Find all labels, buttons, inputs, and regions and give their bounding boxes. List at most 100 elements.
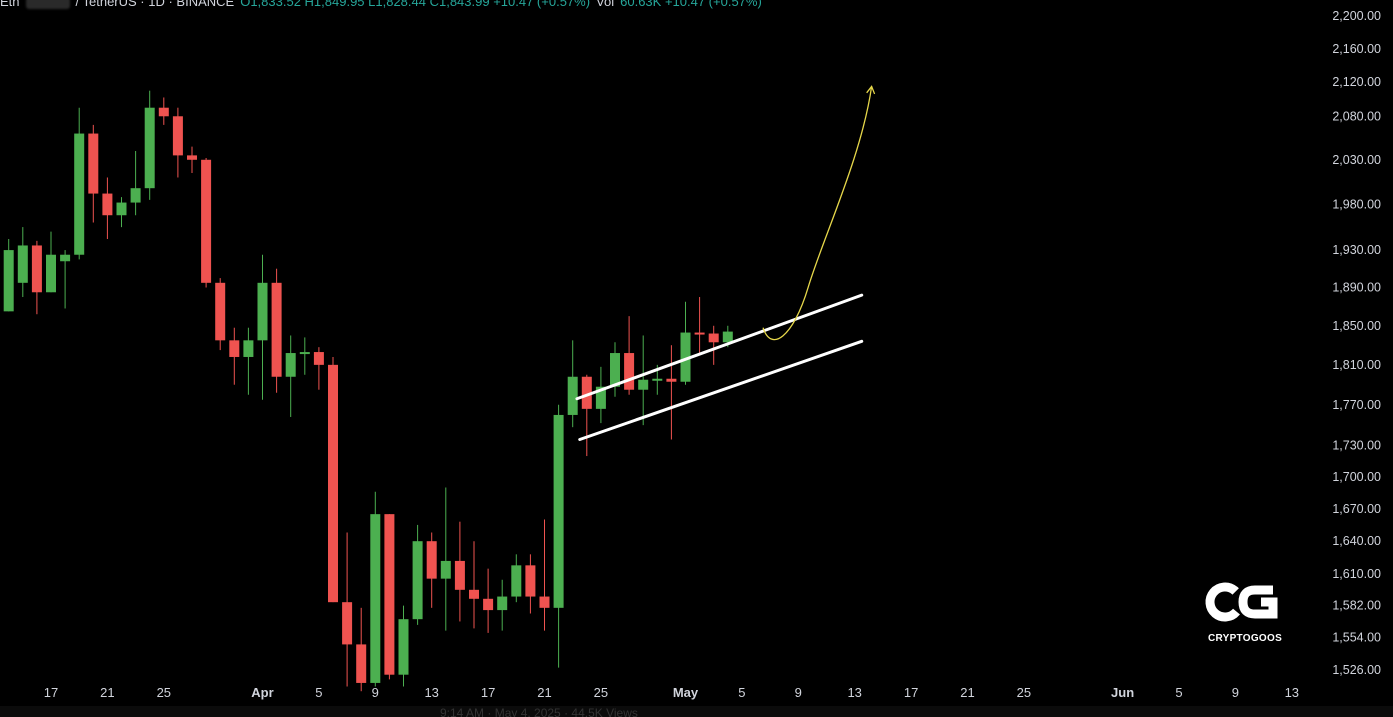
- candle[interactable]: [412, 524, 423, 625]
- candle-body: [17, 245, 28, 283]
- candle[interactable]: [384, 514, 395, 680]
- candle-body: [285, 353, 296, 377]
- price-tick-label: 1,730.00: [1332, 439, 1381, 453]
- candle[interactable]: [313, 347, 324, 390]
- price-tick-label: 2,080.00: [1332, 109, 1381, 123]
- candle-body: [680, 332, 691, 382]
- candle-body: [412, 541, 423, 620]
- candle[interactable]: [257, 254, 268, 400]
- candle[interactable]: [595, 366, 606, 424]
- candle[interactable]: [624, 316, 635, 395]
- date-tick-label: 17: [44, 685, 58, 700]
- date-tick-label: 25: [594, 685, 608, 700]
- date-tick-label: 13: [847, 685, 861, 700]
- candle[interactable]: [74, 107, 85, 260]
- candle[interactable]: [187, 146, 197, 174]
- candle[interactable]: [88, 124, 99, 223]
- candle[interactable]: [3, 239, 14, 312]
- price-tick-label: 1,526.00: [1332, 663, 1381, 677]
- candle-body: [553, 414, 564, 608]
- candle[interactable]: [398, 605, 409, 687]
- candle[interactable]: [539, 519, 550, 631]
- candle-body: [229, 340, 240, 357]
- date-tick-label: 13: [424, 685, 438, 700]
- candle[interactable]: [511, 554, 522, 603]
- candle[interactable]: [469, 541, 479, 629]
- candle[interactable]: [102, 177, 113, 240]
- candle[interactable]: [172, 107, 183, 178]
- candle[interactable]: [31, 240, 42, 315]
- ohlc-values: O1,833.52 H1,849.95 L1,828.44 C1,843.99 …: [240, 0, 591, 9]
- price-tick-label: 1,770.00: [1332, 398, 1381, 412]
- candle-body: [694, 332, 705, 335]
- candle[interactable]: [638, 335, 649, 426]
- candle[interactable]: [370, 491, 381, 687]
- candle[interactable]: [483, 568, 494, 633]
- candle[interactable]: [158, 97, 169, 125]
- candle[interactable]: [243, 327, 254, 395]
- price-tick-label: 1,700.00: [1332, 470, 1381, 484]
- candle-body: [313, 352, 324, 365]
- candle-body: [46, 254, 56, 293]
- candle[interactable]: [666, 345, 677, 440]
- candle[interactable]: [60, 250, 71, 309]
- candle[interactable]: [17, 227, 28, 298]
- price-tick-label: 1,930.00: [1332, 243, 1381, 257]
- price-tick-label: 1,610.00: [1332, 567, 1381, 581]
- date-tick-label: 13: [1285, 685, 1299, 700]
- candle[interactable]: [581, 374, 592, 457]
- candle-body: [497, 596, 508, 611]
- candle[interactable]: [553, 404, 564, 668]
- candle-body: [299, 352, 310, 355]
- candle[interactable]: [440, 487, 451, 631]
- symbol-info[interactable]: / TetherUS · 1D · BINANCE: [75, 0, 235, 9]
- candle-body: [271, 282, 282, 377]
- price-tick-label: 1,640.00: [1332, 534, 1381, 548]
- price-tick-label: 2,030.00: [1332, 153, 1381, 167]
- candle[interactable]: [525, 554, 536, 614]
- price-tick-label: 1,850.00: [1332, 319, 1381, 333]
- candle[interactable]: [454, 521, 465, 622]
- time-axis: 17 21 25 Apr 5 9 13 17 21 25 May 5 9 13 17 21 25 Jun 5 9 13: [44, 685, 1299, 700]
- candle[interactable]: [708, 325, 719, 365]
- projection-arrow[interactable]: [762, 85, 876, 341]
- footer-strip: 9:14 AM · May 4, 2025 · 44.5K Views: [0, 706, 1393, 717]
- channel-upper-line[interactable]: [575, 293, 864, 401]
- candle-body: [511, 565, 522, 597]
- price-tick-label: 2,160.00: [1332, 42, 1381, 56]
- candle-body: [483, 598, 494, 611]
- candle-body: [624, 353, 635, 390]
- candle[interactable]: [201, 158, 212, 288]
- cryptogoos-logo-icon: [1205, 582, 1278, 622]
- candle[interactable]: [328, 356, 338, 603]
- price-axis: 2,200.00 2,160.00 2,120.00 2,080.00 2,030.00…: [1332, 9, 1381, 677]
- candle-body: [3, 250, 14, 312]
- candle[interactable]: [567, 340, 578, 428]
- candle[interactable]: [215, 278, 226, 351]
- candle[interactable]: [694, 297, 705, 356]
- candle[interactable]: [610, 342, 620, 397]
- candles-layer: [3, 90, 733, 692]
- candle[interactable]: [497, 579, 508, 631]
- candle[interactable]: [285, 335, 296, 417]
- candle[interactable]: [426, 532, 437, 608]
- candle[interactable]: [342, 532, 353, 687]
- candle[interactable]: [116, 197, 127, 228]
- candle[interactable]: [229, 327, 240, 385]
- candle[interactable]: [680, 301, 691, 385]
- volume-values: 60.63K +10.47 (+0.57%): [620, 0, 762, 9]
- candle[interactable]: [130, 150, 141, 216]
- channel-lower-line[interactable]: [578, 339, 864, 441]
- candle-body: [469, 589, 479, 599]
- candle[interactable]: [271, 268, 282, 393]
- candle[interactable]: [144, 90, 155, 200]
- candle[interactable]: [46, 231, 56, 293]
- date-tick-label: 21: [537, 685, 551, 700]
- price-tick-label: 1,810.00: [1332, 358, 1381, 372]
- symbol-prefix: Eth: [0, 0, 20, 9]
- candle-body: [187, 155, 197, 160]
- candle[interactable]: [299, 337, 310, 375]
- candle[interactable]: [356, 607, 367, 692]
- candle-body: [88, 133, 99, 194]
